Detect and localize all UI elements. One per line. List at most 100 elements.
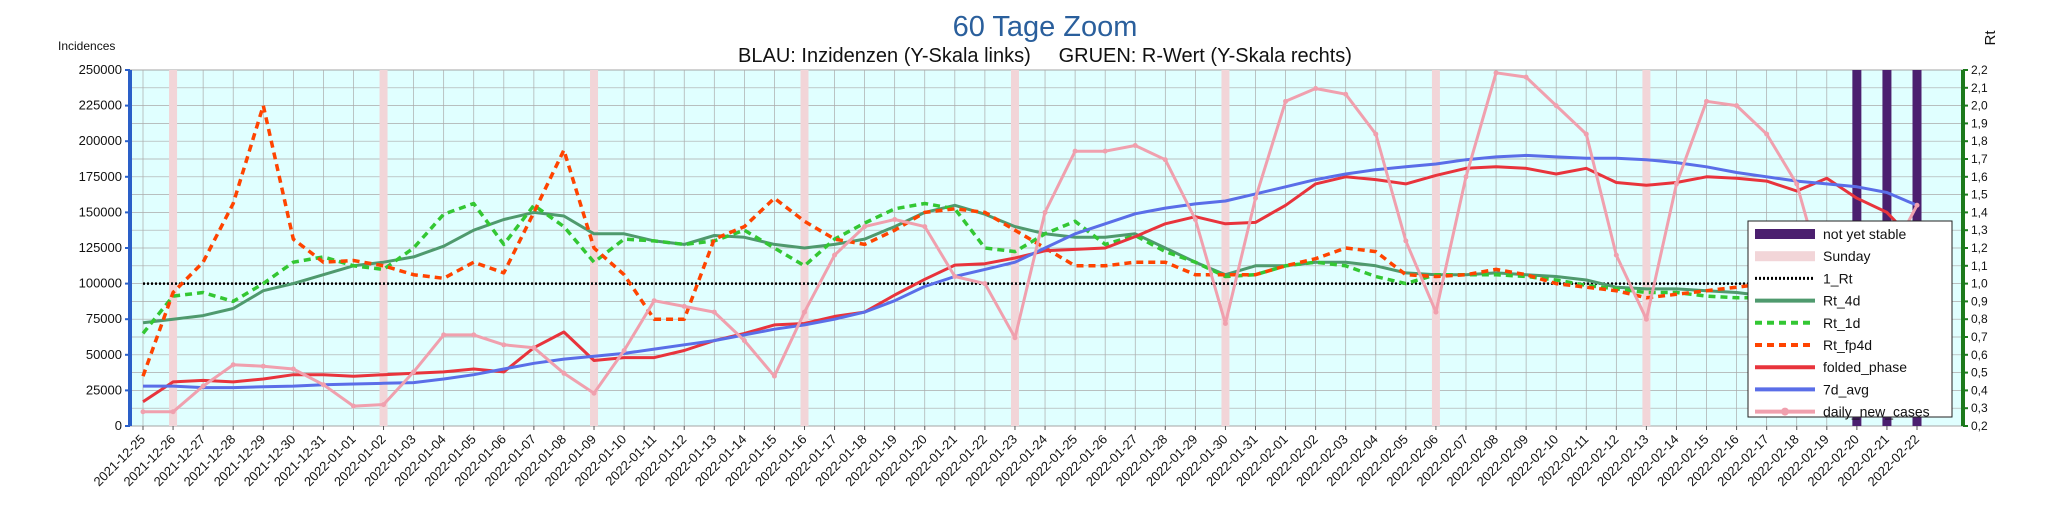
series-line-rt-fp4d	[141, 103, 1918, 377]
data-point-daily-new-cases	[982, 281, 988, 287]
legend-label-sunday: Sunday	[1823, 248, 1870, 264]
y-right-tick-label: 1,4	[1971, 205, 1988, 219]
legend-label-rt-4d: Rt_4d	[1823, 293, 1860, 309]
y-right-tick-label: 1,5	[1971, 188, 1988, 202]
data-point-daily-new-cases	[1072, 148, 1078, 154]
data-point-daily-new-cases	[350, 403, 356, 409]
data-point-daily-new-cases	[561, 370, 567, 376]
data-point-daily-new-cases	[1914, 202, 1920, 208]
legend: not yet stable Sunday 1_Rt Rt_4d Rt_1d Rt_fp4…	[1747, 220, 1953, 420]
series-line-rt-1d	[141, 201, 1919, 335]
data-point-daily-new-cases	[1012, 335, 1018, 341]
data-point-daily-new-cases	[411, 369, 417, 375]
y-right-tick-label: 1,9	[1971, 116, 1988, 130]
data-point-daily-new-cases	[140, 409, 146, 415]
y-left-tick-label: 225000	[79, 98, 122, 113]
data-point-daily-new-cases	[260, 363, 266, 369]
data-point-daily-new-cases	[1132, 142, 1138, 148]
data-point-daily-new-cases	[621, 348, 627, 354]
series-line-rt-4d	[142, 203, 1918, 325]
data-point-daily-new-cases	[1162, 157, 1168, 163]
data-point-daily-new-cases	[200, 383, 206, 389]
data-point-daily-new-cases	[862, 224, 868, 230]
y-left-label: Incidences	[58, 39, 115, 53]
data-point-daily-new-cases	[651, 298, 657, 304]
sunday-bar	[1221, 70, 1230, 426]
data-point-daily-new-cases	[501, 342, 507, 348]
data-point-daily-new-cases	[1523, 74, 1529, 80]
legend-label-daily-new-cases: daily_new_cases	[1823, 404, 1930, 420]
y-right-tick-label: 1,3	[1971, 223, 1988, 237]
series-line-7d-avg	[143, 153, 1918, 390]
data-point-daily-new-cases	[1643, 316, 1649, 322]
data-point-daily-new-cases	[1704, 98, 1710, 104]
legend-label-rt-1d: Rt_1d	[1823, 315, 1860, 331]
y-right-tick-label: 1,6	[1971, 170, 1988, 184]
y-left-tick-label: 125000	[79, 240, 122, 255]
x-ticks: 2021-12-252021-12-262021-12-272021-12-28…	[90, 426, 1922, 489]
series-line-daily-new-cases	[143, 71, 1919, 414]
data-point-daily-new-cases	[1102, 148, 1108, 154]
sunday-bar	[379, 70, 388, 426]
data-point-daily-new-cases	[1042, 209, 1048, 215]
legend-marker-daily-new-cases	[1781, 407, 1789, 416]
data-point-daily-new-cases	[1433, 309, 1439, 315]
data-point-daily-new-cases	[531, 345, 537, 351]
data-point-daily-new-cases	[1794, 181, 1800, 187]
sunday-bar	[169, 70, 178, 426]
sunday-bar	[1431, 70, 1440, 426]
data-point-daily-new-cases	[441, 332, 447, 338]
data-point-daily-new-cases	[1283, 98, 1289, 104]
y-right-tick-label: 2,2	[1971, 63, 1988, 77]
data-point-daily-new-cases	[1583, 131, 1589, 137]
data-point-daily-new-cases	[320, 382, 326, 388]
y-right-tick-label: 0,7	[1971, 330, 1988, 344]
y-left-tick-label: 0	[115, 418, 122, 433]
data-point-daily-new-cases	[381, 402, 387, 408]
y-right-tick-label: 1,1	[1971, 259, 1988, 273]
data-point-daily-new-cases	[290, 366, 296, 372]
data-point-daily-new-cases	[1553, 103, 1559, 109]
y-right-ticks: 0,2 0,3 0,4 0,5 0,6 0,7 0,8 0,9 1,0 1,1 1,2 1,3 1,4 1…	[1963, 63, 1988, 433]
data-point-daily-new-cases	[681, 303, 687, 309]
data-point-daily-new-cases	[711, 309, 717, 315]
data-point-daily-new-cases	[1673, 181, 1679, 187]
data-point-daily-new-cases	[801, 309, 807, 315]
data-point-daily-new-cases	[1463, 174, 1469, 180]
legend-label-1-rt: 1_Rt	[1823, 270, 1853, 286]
y-right-tick-label: 1,0	[1971, 277, 1988, 291]
data-point-daily-new-cases	[922, 224, 928, 230]
data-point-daily-new-cases	[1493, 70, 1499, 76]
data-point-daily-new-cases	[1313, 86, 1319, 92]
legend-label-folded-phase: folded_phase	[1823, 359, 1907, 375]
y-left-ticks: 0 25000 50000 75000 100000 125000 150000 175000…	[79, 62, 130, 433]
chart-subtitle: BLAU: Inzidenzen (Y-Skala links) GRUEN: …	[738, 45, 1352, 67]
y-left-tick-label: 50000	[86, 347, 122, 362]
y-right-tick-label: 0,3	[1971, 401, 1988, 415]
y-left-tick-label: 175000	[79, 169, 122, 184]
data-point-daily-new-cases	[1764, 131, 1770, 137]
legend-swatch-sunday	[1755, 251, 1815, 262]
data-point-daily-new-cases	[591, 390, 597, 396]
data-point-daily-new-cases	[832, 252, 838, 258]
data-point-daily-new-cases	[741, 338, 747, 344]
data-point-daily-new-cases	[771, 373, 777, 379]
y-right-tick-label: 2,1	[1971, 81, 1988, 95]
data-point-daily-new-cases	[1403, 238, 1409, 244]
data-point-daily-new-cases	[170, 409, 176, 415]
y-right-tick-label: 1,7	[1971, 152, 1988, 166]
data-point-daily-new-cases	[471, 332, 477, 338]
data-point-daily-new-cases	[1192, 217, 1198, 223]
data-point-daily-new-cases	[230, 362, 236, 368]
series-lines	[140, 70, 1920, 415]
y-right-tick-label: 2,0	[1971, 99, 1988, 113]
y-left-tick-label: 100000	[79, 276, 122, 291]
data-point-daily-new-cases	[952, 273, 958, 279]
legend-label-7d-avg: 7d_avg	[1823, 381, 1869, 397]
legend-label-rt-fp4d: Rt_fp4d	[1823, 337, 1872, 353]
y-left-tick-label: 25000	[86, 382, 122, 397]
y-left-tick-label: 250000	[79, 62, 122, 77]
sunday-bar	[1642, 70, 1651, 426]
y-right-tick-label: 0,2	[1971, 419, 1988, 433]
